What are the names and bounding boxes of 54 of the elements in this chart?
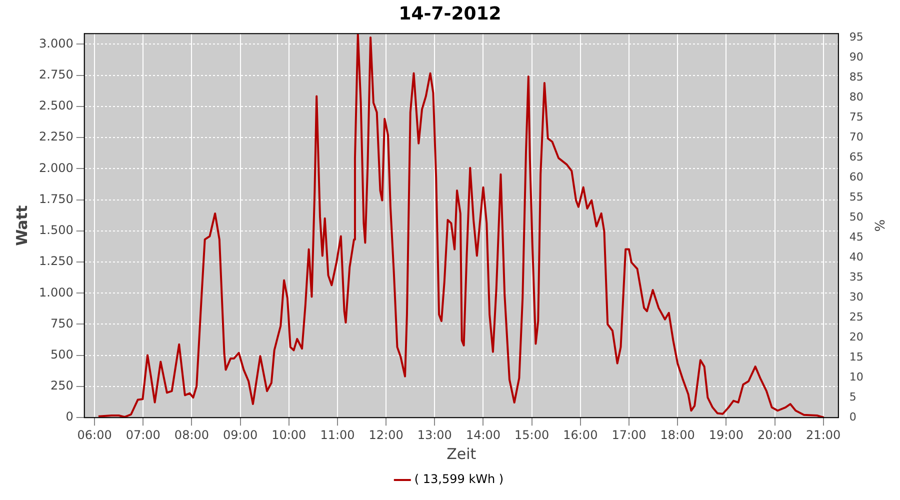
y2-tick-label: 80	[849, 90, 864, 104]
x-tick-label: 07:00	[126, 428, 160, 442]
y-tick-label: 1.750	[38, 192, 74, 206]
y-tick-label: 2.000	[38, 160, 74, 175]
y2-tick-label: 45	[849, 230, 864, 244]
x-tick-label: 09:00	[223, 428, 258, 442]
y2-tick-label: 90	[849, 50, 864, 64]
x-tick-label: 13:00	[417, 428, 452, 442]
x-tick-label: 08:00	[174, 428, 210, 442]
y2-tick-label: 10	[849, 370, 864, 384]
x-tick-label: 06:00	[77, 428, 112, 442]
x-tick-label: 21:00	[806, 428, 841, 442]
y2-tick-label: 60	[849, 170, 864, 184]
y2-tick-label: 0	[849, 410, 856, 424]
x-tick-label: 12:00	[368, 428, 404, 442]
y-tick-label: 500	[50, 347, 74, 362]
y2-tick-label: 70	[849, 130, 864, 144]
y-tick-label: 750	[50, 316, 74, 330]
y-tick-label: 250	[50, 378, 74, 393]
x-tick-label: 10:00	[272, 428, 306, 442]
y2-tick-label: 20	[849, 330, 864, 344]
y2-tick-label: 55	[849, 190, 864, 204]
y-tick-label: 2.750	[38, 67, 74, 82]
y-tick-label: 1.250	[38, 254, 74, 268]
x-tick-label: 18:00	[660, 428, 695, 442]
y2-tick-label: 30	[849, 290, 864, 304]
x-tick-label: 14:00	[466, 428, 501, 442]
x-tick-label: 19:00	[708, 428, 744, 442]
y2-tick-label: 5	[849, 390, 856, 404]
y2-tick-label: 50	[849, 210, 864, 224]
x-tick-label: 16:00	[563, 428, 598, 442]
y2-tick-label: 65	[849, 150, 864, 164]
y2-axis-title: %	[870, 219, 886, 232]
y-tick-label: 3.000	[38, 36, 74, 50]
y2-tick-label: 95	[849, 30, 864, 44]
x-tick-label: 17:00	[612, 428, 646, 442]
y-tick-label: 2.500	[38, 98, 74, 113]
y2-tick-label: 35	[849, 270, 864, 284]
y2-tick-label: 15	[849, 350, 864, 364]
y2-tick-label: 25	[849, 310, 864, 324]
chart-title: 14-7-2012	[398, 3, 502, 24]
x-tick-label: 20:00	[757, 428, 792, 442]
x-axis-title: Zeit	[446, 444, 476, 463]
y-tick-label: 1.500	[38, 223, 74, 238]
x-tick-label: 15:00	[514, 428, 550, 442]
y2-tick-label: 75	[849, 110, 864, 124]
y2-tick-label: 40	[849, 250, 864, 264]
legend-label: ( 13,599 kWh )	[414, 472, 504, 486]
x-tick-label: 11:00	[320, 428, 355, 442]
y-tick-label: 0	[66, 410, 74, 424]
y-tick-label: 1.000	[38, 285, 74, 300]
y-axis-title: Watt	[12, 205, 31, 246]
y-tick-label: 2.250	[38, 130, 74, 144]
y2-tick-label: 85	[849, 70, 864, 84]
